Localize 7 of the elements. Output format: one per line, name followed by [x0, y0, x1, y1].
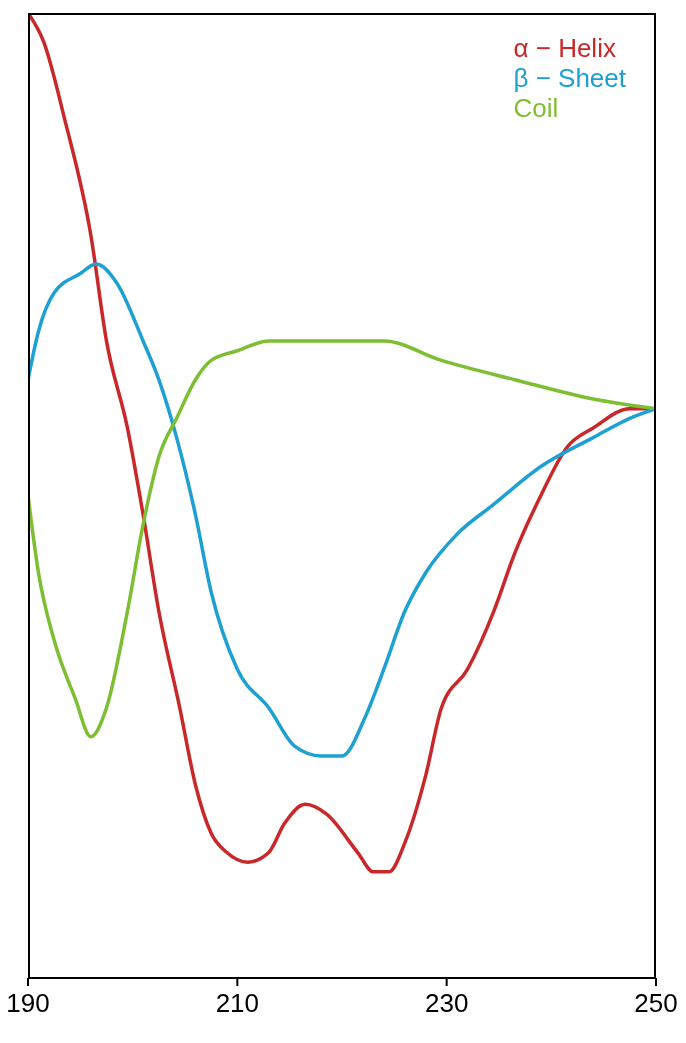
text: Coil	[513, 93, 560, 123]
x-tick-label: 230	[424, 988, 469, 1019]
text: α − Helix	[513, 33, 617, 63]
text: β − Sheet	[513, 63, 626, 93]
x-tick-label: 210	[215, 988, 260, 1019]
x-tick-label: 190	[6, 988, 50, 1019]
x-tick-label: 250	[634, 988, 678, 1019]
